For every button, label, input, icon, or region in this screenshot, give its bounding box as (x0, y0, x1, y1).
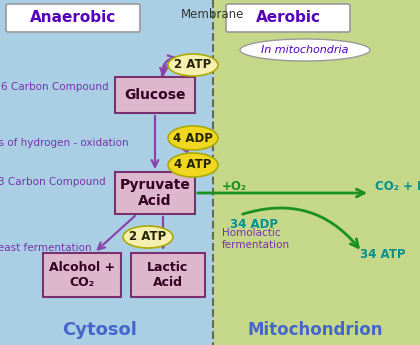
FancyBboxPatch shape (131, 253, 205, 297)
Text: +O₂: +O₂ (222, 180, 247, 194)
FancyBboxPatch shape (43, 253, 121, 297)
Text: Loss of hydrogen - oxidation: Loss of hydrogen - oxidation (0, 138, 129, 148)
Ellipse shape (123, 226, 173, 248)
Ellipse shape (240, 39, 370, 61)
Text: Homolactic
fermentation: Homolactic fermentation (222, 228, 290, 249)
Text: Cytosol: Cytosol (63, 321, 137, 339)
Text: 4 ADP: 4 ADP (173, 131, 213, 145)
Text: Mitochondrion: Mitochondrion (247, 321, 383, 339)
Text: Aerobic: Aerobic (255, 10, 320, 26)
Text: Yeast fermentation: Yeast fermentation (0, 243, 91, 253)
Bar (213, 0, 420, 345)
Ellipse shape (168, 153, 218, 177)
Text: 6 Carbon Compound: 6 Carbon Compound (1, 82, 109, 92)
Text: In mitochondria: In mitochondria (261, 45, 349, 55)
Text: Anaerobic: Anaerobic (30, 10, 116, 26)
Text: 4 ATP: 4 ATP (174, 158, 212, 171)
Text: Membrane: Membrane (181, 8, 245, 21)
Text: 2 ATP: 2 ATP (129, 230, 167, 244)
Text: 3 Carbon Compound: 3 Carbon Compound (0, 177, 106, 187)
Text: 34 ATP: 34 ATP (360, 248, 405, 262)
Text: Pyruvate
Acid: Pyruvate Acid (120, 178, 190, 208)
Text: Glucose: Glucose (124, 88, 186, 102)
FancyBboxPatch shape (226, 4, 350, 32)
Bar (0, 0, 213, 345)
Text: Alcohol +
CO₂: Alcohol + CO₂ (49, 261, 115, 289)
Text: Lactic
Acid: Lactic Acid (147, 261, 189, 289)
Ellipse shape (168, 126, 218, 150)
FancyBboxPatch shape (115, 77, 195, 113)
Text: CO₂ + H₂O: CO₂ + H₂O (375, 180, 420, 194)
Text: 34 ADP: 34 ADP (230, 218, 278, 231)
FancyBboxPatch shape (115, 172, 195, 214)
FancyBboxPatch shape (6, 4, 140, 32)
Ellipse shape (168, 54, 218, 76)
Text: 2 ATP: 2 ATP (174, 59, 212, 71)
